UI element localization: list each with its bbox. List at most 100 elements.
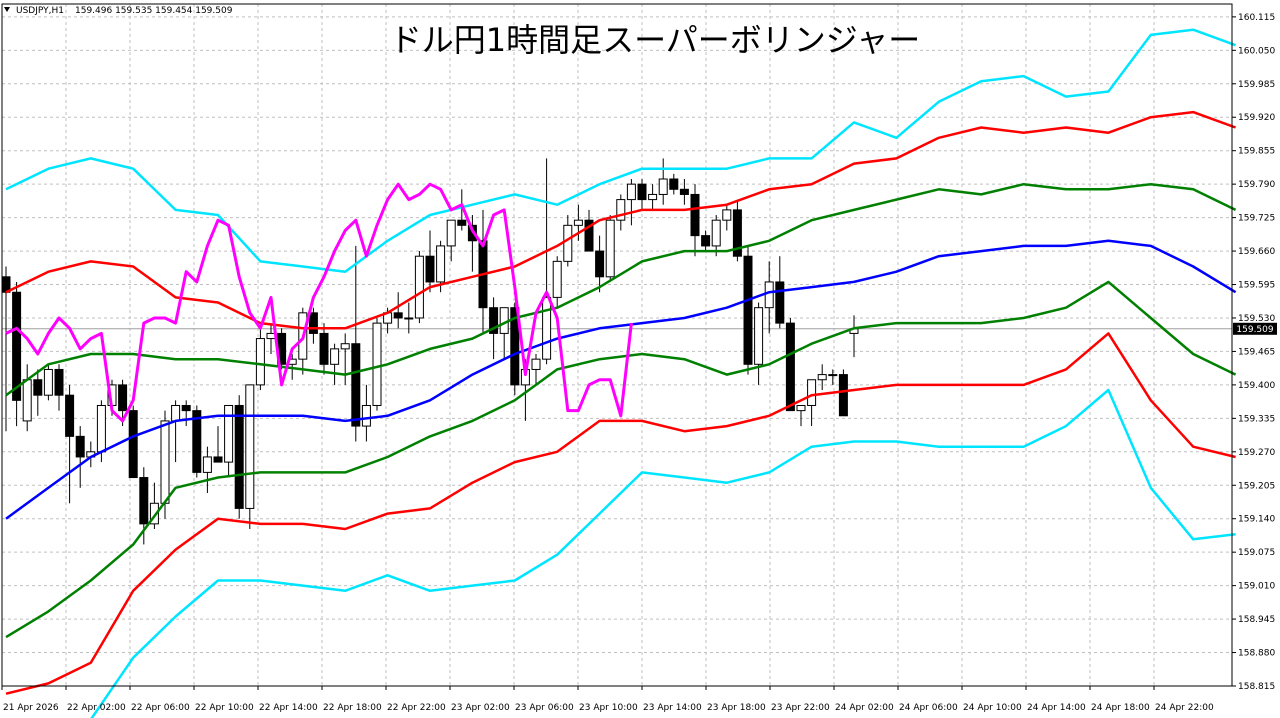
candle <box>679 179 689 205</box>
candle <box>446 219 456 262</box>
chart-title: ドル円1時間足スーパーボリンジャー <box>390 21 920 59</box>
candle-body-down <box>319 332 329 365</box>
candle <box>648 184 658 210</box>
candle-body-down <box>785 322 795 412</box>
candle <box>65 384 75 504</box>
candle <box>711 215 721 257</box>
candle <box>224 404 234 478</box>
y-tick-label: 159.595 <box>1238 281 1275 291</box>
candle <box>531 354 541 385</box>
candle <box>181 400 191 427</box>
plot-frame <box>1 3 1233 687</box>
candle <box>701 230 711 252</box>
y-tick-label: 159.985 <box>1238 80 1275 90</box>
candle <box>308 307 318 344</box>
candle <box>542 158 552 365</box>
candle-body-up <box>711 219 721 247</box>
candle-body-down <box>425 255 435 283</box>
candle <box>340 333 350 385</box>
candle <box>817 364 827 391</box>
candle <box>669 173 679 195</box>
candle <box>393 292 403 329</box>
x-tick-label: 23 Apr 10:00 <box>579 703 638 713</box>
candle-body-up <box>573 219 583 226</box>
candle-body-up <box>817 374 827 381</box>
candle-body-down <box>351 343 361 427</box>
candle-body-down <box>457 219 467 226</box>
y-tick-label: 159.205 <box>1238 481 1275 491</box>
line-middle <box>5 239 1237 520</box>
candle <box>351 245 361 442</box>
candle-body-down <box>775 281 785 324</box>
line-sigma1-upper <box>5 182 1237 397</box>
candle-body-down <box>690 193 700 237</box>
y-tick-label: 159.140 <box>1238 515 1275 525</box>
y-tick-label: 160.115 <box>1238 13 1275 23</box>
candle <box>457 189 467 231</box>
candle <box>838 369 848 417</box>
candle-body-down <box>732 209 742 257</box>
candle-body-down <box>637 183 647 201</box>
candle-body-up <box>255 338 265 386</box>
candle-body-down <box>701 235 711 247</box>
candle <box>33 369 43 416</box>
y-tick-label: 158.880 <box>1238 649 1275 659</box>
x-tick-label: 24 Apr 06:00 <box>899 703 958 713</box>
candle-body-up <box>266 332 276 340</box>
candle <box>573 204 583 241</box>
candle <box>149 482 159 530</box>
candle-body-down <box>679 188 689 195</box>
line-sigma3-upper <box>5 28 1237 273</box>
line-sigma3-lower <box>90 388 1236 718</box>
candle <box>626 179 636 226</box>
candle-body-up <box>436 245 446 283</box>
chart-grid <box>1 4 1232 687</box>
band-lines <box>5 28 1237 718</box>
candle-body-up <box>807 379 817 406</box>
x-tick-label: 22 Apr 06:00 <box>131 703 190 713</box>
candle-body-down <box>213 456 223 463</box>
x-tick-label: 21 Apr 2026 <box>3 703 59 713</box>
candle <box>234 395 244 519</box>
candle-body-up <box>202 456 212 473</box>
candle-body-up <box>658 178 668 195</box>
candle <box>595 235 605 293</box>
candle <box>202 446 212 493</box>
line-sigma2-upper <box>5 110 1237 330</box>
candle <box>690 184 700 257</box>
candle <box>754 302 764 385</box>
candle-body-down <box>743 255 753 365</box>
x-tick-label: 24 Apr 14:00 <box>1027 703 1086 713</box>
candle <box>796 404 806 427</box>
candle-body-up <box>96 404 106 453</box>
candle-body-up <box>404 317 414 320</box>
candlestick-series <box>1 158 859 545</box>
candle-body-down <box>139 477 149 525</box>
x-tick-label: 24 Apr 10:00 <box>963 703 1022 713</box>
y-tick-label: 159.465 <box>1238 347 1275 357</box>
candle-body-up <box>563 224 573 262</box>
candle-body-up <box>722 209 732 221</box>
candle-body-down <box>192 410 202 473</box>
candle <box>775 256 785 329</box>
y-tick-label: 159.530 <box>1238 314 1275 324</box>
y-tick-label: 159.400 <box>1238 381 1275 391</box>
candle-body-up <box>160 420 170 504</box>
candle <box>255 328 265 391</box>
candle <box>43 364 53 401</box>
candle-body-up <box>340 343 350 350</box>
candle <box>552 256 562 308</box>
x-axis-tick-labels: 21 Apr 2026 22 Apr 02:00 22 Apr 06:00 22 Ap… <box>3 703 1214 713</box>
candle <box>330 343 340 385</box>
candle <box>849 315 859 358</box>
x-tick-label: 23 Apr 22:00 <box>771 703 830 713</box>
candle <box>828 369 838 385</box>
candle-body-down <box>12 291 22 401</box>
candle-body-down <box>234 404 244 509</box>
x-tick-label: 24 Apr 18:00 <box>1091 703 1150 713</box>
x-tick-label: 23 Apr 18:00 <box>707 703 766 713</box>
candle <box>743 245 753 375</box>
y-tick-label: 160.050 <box>1238 46 1275 56</box>
symbol-dropdown-icon[interactable] <box>4 7 10 12</box>
candle-body-down <box>595 250 605 278</box>
